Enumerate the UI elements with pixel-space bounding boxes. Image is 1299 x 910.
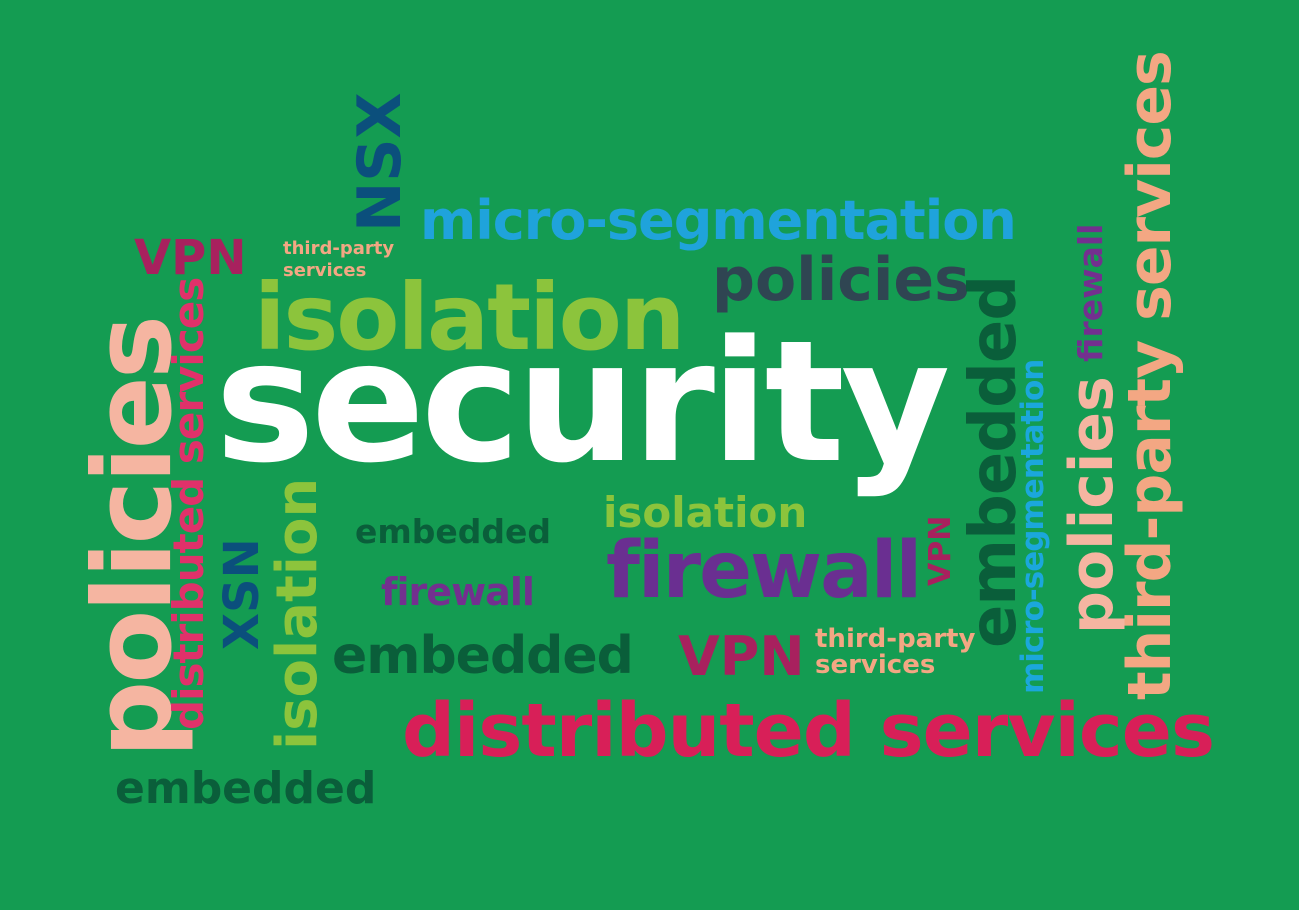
word-firewall-big: firewall bbox=[606, 526, 922, 616]
word-security: security bbox=[215, 304, 950, 500]
word-vpn-mid: VPN bbox=[678, 625, 805, 688]
word-third-party-services-vertical: third-party services bbox=[1115, 51, 1185, 700]
word-third-party-mid-line2: services bbox=[815, 650, 936, 680]
word-isolation-vertical: isolation bbox=[265, 477, 330, 750]
word-distributed-services-vertical: distributed services bbox=[164, 277, 213, 730]
word-micro-segmentation: micro-segmentation bbox=[420, 189, 1017, 252]
word-isolation-small: isolation bbox=[603, 488, 808, 537]
word-policies-top: policies bbox=[712, 245, 970, 315]
word-nsx-vertical: NSX bbox=[345, 92, 415, 232]
word-xsn-vertical: XSN bbox=[214, 538, 270, 650]
word-embedded-small: embedded bbox=[355, 512, 552, 551]
word-firewall-vertical: firewall bbox=[1071, 223, 1110, 363]
word-vpn-top: VPN bbox=[134, 230, 247, 286]
word-firewall-small: firewall bbox=[381, 570, 535, 614]
word-third-party-top-line1: third-party bbox=[283, 238, 395, 259]
word-embedded-mid: embedded bbox=[332, 626, 634, 686]
word-isolation-big: isolation bbox=[254, 264, 685, 371]
word-policies-right: policies bbox=[1057, 376, 1127, 634]
word-third-party-top-line2: services bbox=[283, 260, 367, 281]
word-micro-segmentation-vertical: micro-segmentation bbox=[1015, 359, 1051, 694]
word-distributed-services: distributed services bbox=[402, 688, 1215, 774]
word-embedded-bottom: embedded bbox=[115, 763, 377, 814]
word-third-party-top: third-party services bbox=[283, 238, 394, 282]
word-third-party-mid-line1: third-party bbox=[815, 624, 976, 654]
word-third-party-mid: third-party services bbox=[815, 626, 975, 678]
word-vpn-vertical: VPN bbox=[923, 515, 958, 586]
